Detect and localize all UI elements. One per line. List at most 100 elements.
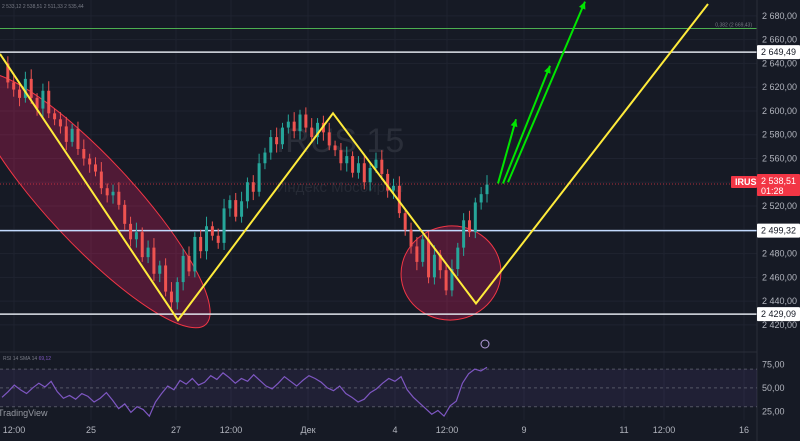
arrow-head (578, 1, 586, 10)
candle-body (327, 132, 331, 146)
candle-body (134, 232, 138, 240)
candle-body (146, 247, 150, 258)
candle-body (392, 185, 396, 191)
candle-body (438, 254, 442, 271)
drawing-ellipse-left[interactable] (0, 46, 237, 353)
candle-body (304, 114, 308, 128)
candle-body (47, 90, 51, 114)
candle-body (99, 171, 103, 189)
time-tick-label: 9 (521, 425, 526, 435)
price-tick-label: 2 660,00 (762, 35, 797, 45)
candle-body (450, 269, 454, 291)
candle-body (12, 82, 16, 90)
candle-body (251, 182, 255, 192)
candle-body (222, 208, 226, 243)
level-price-label: 2 429,09 (761, 309, 796, 319)
level-price-tag (757, 45, 800, 60)
candle-body (409, 229, 413, 247)
candle-body (70, 128, 74, 142)
candle-body (205, 226, 209, 252)
time-tick-label: Дек (300, 425, 315, 435)
candle-body (333, 145, 337, 151)
price-tick-label: 2 520,00 (762, 201, 797, 211)
candle-body (210, 226, 214, 236)
time-axis[interactable]: 12:00 25 27 12:00 Дек 4 12:00 9 11 12:00 16 (3, 425, 749, 435)
candle-body (105, 188, 109, 196)
candle-body (23, 78, 27, 98)
candle-body (193, 236, 197, 272)
time-tick-label: 12:00 (3, 425, 26, 435)
candle-body (216, 235, 220, 243)
candle-body (140, 232, 144, 258)
rsi-line (1, 366, 488, 418)
candle-body (345, 156, 349, 164)
price-axis-tags: 2 649,49 2 499,32 2 429,09 IRUS 2 538,5101:2… (731, 45, 800, 322)
candle-body (117, 191, 121, 205)
candle-body (29, 78, 33, 98)
candle-body (263, 152, 267, 164)
countdown-label: 01:28 (761, 186, 784, 196)
candle-body (368, 168, 372, 183)
arrow-head (510, 119, 518, 128)
candle-body (175, 282, 179, 303)
candle-body (485, 184, 489, 195)
candle-body (479, 194, 483, 203)
price-tick-label: 2 640,00 (762, 58, 797, 68)
time-tick-label: 4 (392, 425, 397, 435)
candle-body (421, 239, 425, 262)
arrow-drawings (497, 1, 586, 184)
arrow-head (544, 65, 551, 74)
candle-body (228, 200, 232, 209)
candle-body (467, 220, 471, 233)
price-tick-label: 2 460,00 (762, 272, 797, 282)
candle-body (473, 202, 477, 233)
candle-body (269, 137, 273, 153)
candle-body (129, 223, 133, 240)
candle-body (275, 137, 279, 145)
scroll-to-realtime-icon[interactable] (480, 339, 490, 349)
candle-body (427, 239, 431, 278)
rsi-tick-label: 75,00 (762, 359, 785, 369)
time-tick-label: 12:00 (436, 425, 459, 435)
price-tick-label: 2 420,00 (762, 320, 797, 330)
current-price-label: 2 538,51 (761, 176, 796, 186)
candle-body (351, 156, 355, 173)
candle-body (286, 121, 290, 128)
candle-body (456, 247, 460, 270)
candle-body (362, 163, 366, 183)
time-tick-label: 27 (171, 425, 181, 435)
arrow-line (502, 65, 551, 184)
zigzag-line (0, 3, 709, 322)
arrow-line (507, 1, 586, 183)
price-tick-label: 2 680,00 (762, 11, 797, 21)
fib-level-label: 0,382 (2 669,43) (715, 22, 752, 28)
candle-body (257, 163, 261, 192)
candle-body (181, 255, 185, 283)
candle-body (386, 173, 390, 191)
level-price-tag (757, 307, 800, 322)
time-tick-label: 16 (739, 425, 749, 435)
candle-body (444, 270, 448, 291)
candle-body (415, 246, 419, 262)
watermark-exchange: Индекс Мосбиржи (277, 179, 404, 196)
symbol-tag-label: IRUS (735, 177, 757, 187)
tradingview-logo-text: TradingView (0, 408, 48, 418)
candle-body (18, 89, 22, 98)
candle-body (6, 63, 10, 83)
candle-body (88, 158, 92, 165)
candle-body (82, 148, 86, 159)
candle-body (35, 97, 39, 109)
candle-body (298, 114, 302, 132)
candle-body (164, 265, 168, 292)
time-tick-label: 11 (619, 425, 628, 435)
candle-body (316, 122, 320, 138)
price-tick-label: 2 560,00 (762, 153, 797, 163)
candle-body (53, 113, 57, 120)
price-tick-label: 2 440,00 (762, 296, 797, 306)
rsi-tick-label: 25,00 (762, 406, 785, 416)
candle-body (169, 291, 173, 303)
candle-body (58, 119, 62, 127)
level-price-label: 2 649,49 (761, 47, 796, 57)
